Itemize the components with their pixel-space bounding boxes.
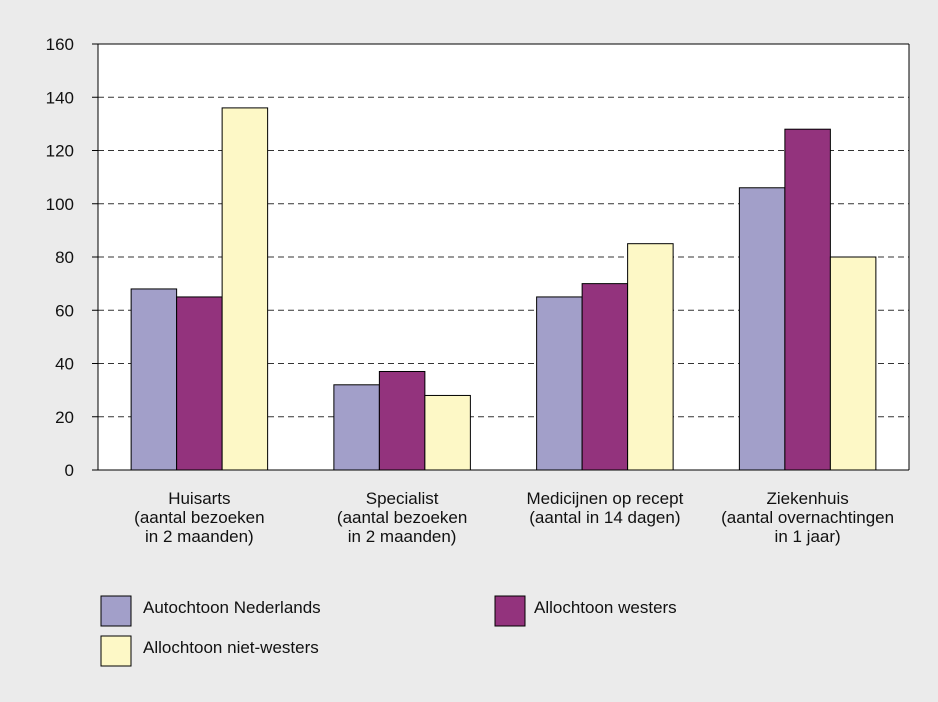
legend-label: Allochtoon westers <box>534 598 677 617</box>
bar-0-0 <box>130 288 178 471</box>
legend-swatch <box>100 595 132 627</box>
bar-1-2 <box>581 283 629 471</box>
legend-swatch <box>494 595 526 627</box>
y-tick-label: 20 <box>55 408 74 427</box>
y-tick-labels: 0 20 40 60 80 100 120 140 160 <box>46 35 98 480</box>
y-tick-label: 40 <box>55 355 74 374</box>
y-tick-label: 160 <box>46 35 74 54</box>
legend-label: Allochtoon niet-westers <box>143 638 319 657</box>
y-tick-label: 140 <box>46 88 74 107</box>
y-tick-label: 80 <box>55 248 74 267</box>
bar-2-3 <box>829 256 877 471</box>
legend: Autochtoon Nederlands Allochtoon westers A… <box>100 595 677 667</box>
x-category-label: in 2 maanden) <box>145 527 254 546</box>
bar-1-1 <box>378 370 426 471</box>
bar-2-0 <box>221 107 269 471</box>
y-tick-label: 100 <box>46 195 74 214</box>
bar-2-1 <box>424 394 471 471</box>
x-category-label: Ziekenhuis <box>767 489 849 508</box>
bar-1-3 <box>784 128 831 471</box>
x-category-label: Specialist <box>366 489 439 508</box>
x-category-label: Huisarts <box>168 489 230 508</box>
x-category-label: in 1 jaar) <box>775 527 841 546</box>
bar-0-2 <box>536 296 583 471</box>
legend-swatch <box>100 635 132 667</box>
bar-0-3 <box>738 187 786 471</box>
x-category-label: Medicijnen op recept <box>526 489 683 508</box>
bar-0-1 <box>333 384 380 471</box>
bar-2-2 <box>627 243 674 471</box>
bar-1-0 <box>176 296 223 471</box>
y-tick-label: 120 <box>46 142 74 161</box>
y-tick-label: 0 <box>65 461 74 480</box>
x-category-label: (aantal in 14 dagen) <box>529 508 680 527</box>
bars <box>130 107 877 471</box>
y-tick-label: 60 <box>55 301 74 320</box>
legend-label: Autochtoon Nederlands <box>143 598 321 617</box>
x-category-label: (aantal overnachtingen <box>721 508 894 527</box>
x-category-label: in 2 maanden) <box>348 527 457 546</box>
x-category-label: (aantal bezoeken <box>134 508 264 527</box>
x-category-label: (aantal bezoeken <box>337 508 467 527</box>
